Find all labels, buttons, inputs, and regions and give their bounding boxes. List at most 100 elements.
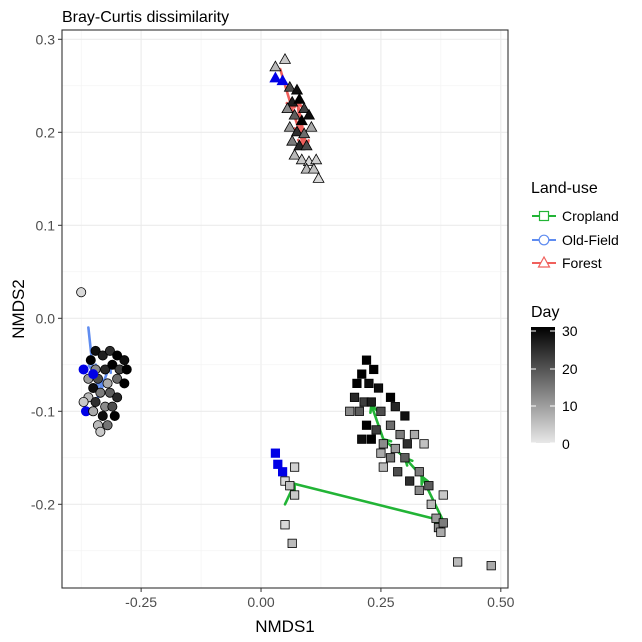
legend-label-forest: Forest <box>562 255 602 271</box>
old-field-point <box>112 350 123 361</box>
cropland-trajectory-segment <box>293 482 445 523</box>
cropland-point <box>366 434 376 444</box>
cropland-point <box>438 518 448 528</box>
x-axis-label: NMDS1 <box>255 617 315 636</box>
cropland-point <box>352 378 362 389</box>
grid-lines <box>62 30 508 588</box>
old-field-point <box>104 387 115 398</box>
y-axis-label: NMDS2 <box>9 279 28 339</box>
day-tick-0: 0 <box>562 436 570 452</box>
cropland-point <box>400 453 410 463</box>
y-tick-label: -0.1 <box>31 403 55 419</box>
cropland-point <box>345 406 355 416</box>
cropland-point <box>270 448 281 458</box>
old-field-point <box>112 373 123 384</box>
day-tick-20: 20 <box>562 361 578 377</box>
cropland-point <box>390 443 400 454</box>
x-tick-label: 0.25 <box>367 594 394 610</box>
plot-border <box>61 29 509 589</box>
old-field-point <box>102 378 113 389</box>
y-tick-label: 0.1 <box>36 217 56 233</box>
legend-label-old-field: Old-Field <box>562 232 619 248</box>
cropland-point <box>424 481 434 491</box>
legend-circle-icon <box>538 234 550 246</box>
forest-point <box>302 108 316 120</box>
old-field-point <box>90 396 101 407</box>
old-field-point <box>107 359 118 370</box>
y-tick-label: -0.2 <box>31 496 55 512</box>
forest-point <box>300 139 313 151</box>
legend-square-icon <box>538 210 550 222</box>
forest-point <box>298 127 311 139</box>
y-tick-label: 0.2 <box>36 124 56 140</box>
day-legend-title: Day <box>531 304 559 321</box>
y-axis-ticks: -0.2 -0.1 0.0 0.1 0.2 0.3 <box>31 31 62 512</box>
landuse-legend-title: Land-use <box>531 180 598 197</box>
day-colorbar-ticks <box>531 330 555 444</box>
old-field-point <box>119 378 130 389</box>
forest-point <box>278 52 292 64</box>
forest-point <box>312 171 325 183</box>
cropland-point <box>361 355 372 365</box>
cropland-point <box>414 467 424 477</box>
cropland-point <box>426 499 436 509</box>
forest-point <box>276 74 289 86</box>
cropland-point <box>289 490 300 500</box>
cropland-point <box>371 425 381 435</box>
cropland-point <box>385 392 396 402</box>
y-tick-label: 0.3 <box>36 31 56 47</box>
forest-point <box>269 71 282 83</box>
day-colorbar-legend: Day 30 20 10 0 <box>531 304 578 452</box>
forest-point <box>295 153 308 165</box>
cropland-point <box>357 369 367 379</box>
landuse-legend-keys <box>532 210 556 268</box>
cropland-point <box>354 406 364 416</box>
forest-point <box>288 148 301 160</box>
cropland-point <box>419 439 429 449</box>
cropland-point <box>369 364 379 375</box>
old-field-point <box>107 401 118 412</box>
cropland-point <box>438 490 448 500</box>
old-field-point <box>109 410 120 421</box>
cropland-point <box>414 485 424 495</box>
forest-point <box>298 102 311 114</box>
old-field-point <box>78 396 89 407</box>
cropland-point <box>278 467 288 477</box>
cropland-point <box>453 557 463 567</box>
forest-point <box>281 102 294 114</box>
forest-point <box>283 120 296 132</box>
old-field-point <box>102 420 113 431</box>
old-field-point <box>88 383 99 394</box>
cropland-point <box>285 481 295 491</box>
cropland-point <box>395 429 405 440</box>
old-field-point <box>88 369 99 380</box>
x-tick-label: 0.00 <box>247 594 274 610</box>
cropland-point <box>385 453 396 463</box>
cropland-point <box>405 476 415 486</box>
forest-point <box>290 83 304 95</box>
legend-triangle-icon <box>537 255 551 268</box>
plot-panel <box>62 30 508 588</box>
cropland-point <box>376 406 386 416</box>
old-field-point <box>119 355 130 366</box>
x-axis-ticks: -0.25 0.00 0.25 0.50 <box>125 588 515 610</box>
forest-point <box>295 114 308 126</box>
forest-point <box>286 134 299 146</box>
cropland-point <box>378 439 388 449</box>
cropland-point <box>366 397 376 407</box>
cropland-point <box>280 476 290 486</box>
forest-point <box>283 80 296 92</box>
data-points <box>76 52 496 571</box>
y-tick-label: 0.0 <box>36 310 56 326</box>
cropland-point <box>376 448 386 458</box>
day-colorbar <box>531 327 555 443</box>
cropland-point <box>400 411 410 421</box>
forest-point <box>305 120 318 132</box>
cropland-point <box>385 420 396 430</box>
cropland-point <box>289 462 300 472</box>
cropland-point <box>349 392 360 402</box>
x-tick-label: -0.25 <box>125 594 157 610</box>
cropland-point <box>280 520 290 530</box>
cropland-point <box>364 378 374 389</box>
